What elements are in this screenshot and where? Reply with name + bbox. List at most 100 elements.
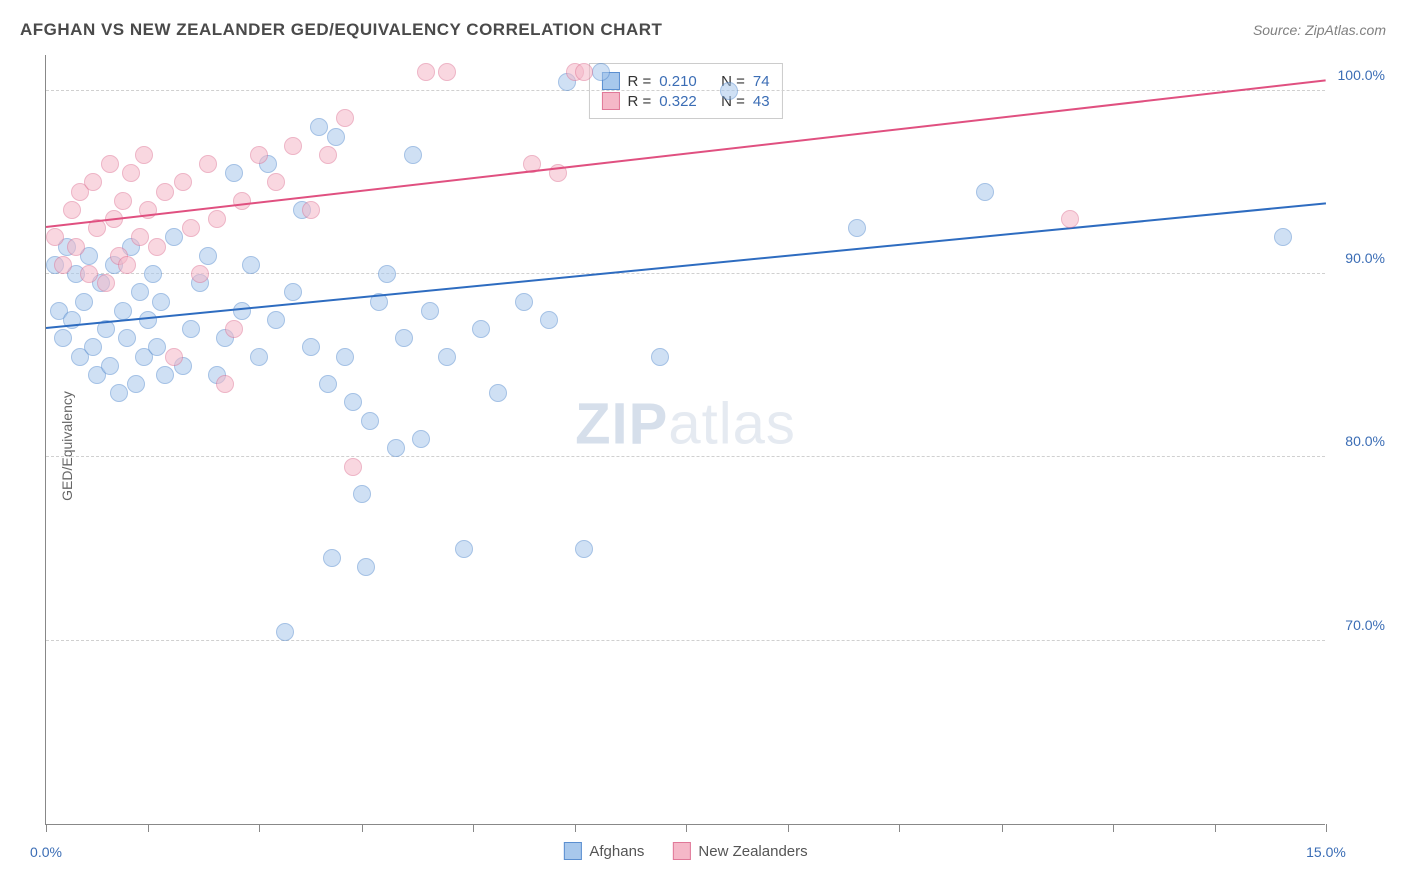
data-point (575, 63, 593, 81)
data-point (127, 375, 145, 393)
data-point (1061, 210, 1079, 228)
legend-row-newzealanders: R = 0.322 N = 43 (601, 92, 769, 110)
data-point (152, 293, 170, 311)
data-point (319, 146, 337, 164)
data-point (199, 247, 217, 265)
data-point (417, 63, 435, 81)
legend-item-afghans: Afghans (563, 842, 644, 860)
data-point (63, 201, 81, 219)
data-point (118, 256, 136, 274)
data-point (114, 302, 132, 320)
data-point (344, 393, 362, 411)
data-point (651, 348, 669, 366)
data-point (174, 173, 192, 191)
ytick-label: 100.0% (1338, 67, 1385, 83)
data-point (46, 228, 64, 246)
data-point (80, 265, 98, 283)
data-point (395, 329, 413, 347)
data-point (267, 311, 285, 329)
legend-row-afghans: R = 0.210 N = 74 (601, 72, 769, 90)
data-point (148, 238, 166, 256)
ytick-label: 80.0% (1345, 433, 1385, 449)
data-point (361, 412, 379, 430)
gridline-h (46, 273, 1325, 274)
data-point (592, 63, 610, 81)
data-point (67, 238, 85, 256)
data-point (472, 320, 490, 338)
data-point (135, 146, 153, 164)
data-point (242, 256, 260, 274)
data-point (208, 210, 226, 228)
data-point (421, 302, 439, 320)
data-point (438, 63, 456, 81)
watermark: ZIPatlas (575, 391, 796, 458)
data-point (139, 311, 157, 329)
data-point (387, 439, 405, 457)
xtick (788, 824, 789, 832)
data-point (233, 192, 251, 210)
data-point (156, 183, 174, 201)
chart-source: Source: ZipAtlas.com (1253, 22, 1386, 38)
xtick (899, 824, 900, 832)
data-point (156, 366, 174, 384)
ytick-label: 90.0% (1345, 250, 1385, 266)
data-point (250, 146, 268, 164)
data-point (75, 293, 93, 311)
data-point (101, 357, 119, 375)
data-point (225, 164, 243, 182)
ytick-label: 70.0% (1345, 617, 1385, 633)
data-point (1274, 228, 1292, 246)
data-point (378, 265, 396, 283)
data-point (97, 274, 115, 292)
data-point (199, 155, 217, 173)
chart-title: AFGHAN VS NEW ZEALANDER GED/EQUIVALENCY … (20, 20, 662, 40)
data-point (976, 183, 994, 201)
data-point (310, 118, 328, 136)
xtick (686, 824, 687, 832)
gridline-h (46, 90, 1325, 91)
data-point (144, 265, 162, 283)
xtick (1002, 824, 1003, 832)
data-point (276, 623, 294, 641)
data-point (319, 375, 337, 393)
data-point (336, 109, 354, 127)
data-point (225, 320, 243, 338)
xtick (46, 824, 47, 832)
xtick (1215, 824, 1216, 832)
chart-header: AFGHAN VS NEW ZEALANDER GED/EQUIVALENCY … (20, 20, 1386, 40)
data-point (848, 219, 866, 237)
legend-item-newzealanders: New Zealanders (672, 842, 807, 860)
data-point (110, 384, 128, 402)
data-point (165, 348, 183, 366)
data-point (165, 228, 183, 246)
data-point (101, 155, 119, 173)
data-point (302, 338, 320, 356)
data-point (284, 283, 302, 301)
data-point (114, 192, 132, 210)
data-point (302, 201, 320, 219)
xtick-label: 15.0% (1306, 844, 1346, 860)
gridline-h (46, 456, 1325, 457)
data-point (54, 256, 72, 274)
xtick (575, 824, 576, 832)
data-point (148, 338, 166, 356)
data-point (250, 348, 268, 366)
data-point (489, 384, 507, 402)
data-point (216, 375, 234, 393)
chart-plot-area: ZIPatlas R = 0.210 N = 74 R = 0.322 N = … (45, 55, 1325, 825)
xtick (1113, 824, 1114, 832)
swatch-afghans-bottom (563, 842, 581, 860)
data-point (412, 430, 430, 448)
data-point (438, 348, 456, 366)
data-point (353, 485, 371, 503)
xtick-label: 0.0% (30, 844, 62, 860)
xtick (259, 824, 260, 832)
data-point (323, 549, 341, 567)
data-point (357, 558, 375, 576)
data-point (118, 329, 136, 347)
data-point (575, 540, 593, 558)
trend-line (46, 202, 1326, 329)
gridline-h (46, 640, 1325, 641)
data-point (182, 219, 200, 237)
data-point (191, 265, 209, 283)
